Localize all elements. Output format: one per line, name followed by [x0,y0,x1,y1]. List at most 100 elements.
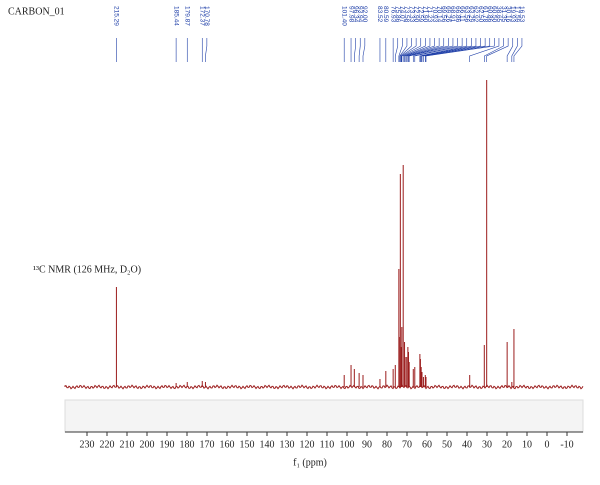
x-tick-label: 220 [100,439,115,450]
peak-label: 101.40 [340,6,347,26]
peak-label: 69.26 [445,6,452,23]
peak-label: 71.23 [426,6,433,23]
peak-connector [400,38,417,62]
peak-label: 71.90 [422,6,429,23]
peak-label: 75.86 [394,6,401,23]
peak-label: 83.52 [376,6,383,23]
peak-connector [354,38,356,62]
x-tick-label: 150 [240,439,255,450]
peak-label: 66.11 [458,6,465,22]
x-tick-label: 60 [422,439,432,450]
x-tick-label: 20 [502,439,512,450]
peak-connector [421,38,481,62]
peak-label: 73.58 [403,6,410,23]
peak-connector [404,38,431,62]
baseline-noise [64,384,584,390]
x-tick-label: 230 [80,439,95,450]
x-tick-label: 170 [200,439,215,450]
x-tick-label: 100 [340,439,355,450]
peak-label: 69.56 [440,6,447,23]
peak-label: 96.34 [352,6,359,23]
peak-label: 80.59 [382,6,389,23]
peak-label: 30.16 [504,6,511,23]
peak-label: 63.29 [468,6,475,23]
peak-label: 62.92 [472,6,479,23]
peak-label: 70.93 [431,6,438,23]
x-tick-label: 80 [382,439,392,450]
peak-label: 68.91 [449,6,456,23]
peak-connector [400,38,412,62]
peak-connector [423,38,486,62]
peak-label: 76.93 [389,6,396,23]
peak-label: 185.44 [172,6,179,26]
peak-connector [486,38,509,62]
peak-connector [420,38,477,62]
peak-connector [406,38,440,62]
peak-label: 60.50 [491,6,498,23]
peak-label: 92.00 [361,6,368,23]
peak-label: 19.93 [509,6,516,23]
peak-connector [362,38,366,62]
peak-label: 97.98 [347,6,354,23]
peak-connector [402,38,426,62]
peak-label: 38.65 [495,6,502,23]
annotation: ¹³C NMR (126 MHz, D₂O) [33,264,141,275]
x-tick-label: 160 [220,439,235,450]
peak-label: 72.90 [412,6,419,23]
peak-label: 63.56 [463,6,470,23]
peak-connector [483,38,504,62]
x-tick-label: 50 [442,439,452,450]
x-tick-label: 40 [462,439,472,450]
x-tick-label: 90 [362,439,372,450]
x-tick-label: 70 [402,439,412,450]
peak-label: 172.37 [199,6,206,26]
peak-connector [398,38,403,62]
peak-label: 93.94 [357,6,364,23]
peak-label: 60.86 [486,6,493,23]
peak-connector [358,38,361,62]
x-tick-label: 110 [320,439,335,450]
peak-label: 17.59 [514,6,521,23]
peak-label: 61.78 [481,6,488,23]
peak-connector [404,38,435,62]
x-tick-label: 0 [545,439,550,450]
peak-connector [408,38,454,62]
chart-title: CARBON_01 [8,6,65,17]
peak-connector [407,38,445,62]
peak-label: 215.29 [113,6,120,26]
x-tick-label: 210 [120,439,135,450]
peak-connector [419,38,468,62]
x-tick-label: 130 [280,439,295,450]
x-tick-label: 30 [482,439,492,450]
peak-connector [412,38,458,62]
peak-connector [205,38,208,62]
peak-connector [401,38,422,62]
x-tick-label: 180 [180,439,195,450]
peak-connector [511,38,518,62]
peak-connector [513,38,523,62]
peak-connector [424,38,491,62]
peak-label: 16.53 [518,6,525,23]
peak-label: 31.35 [500,6,507,23]
peak-connector [394,38,399,62]
peak-connector [399,38,408,62]
peak-connector [425,38,495,62]
x-tick-label: 200 [140,439,155,450]
x-tick-label: 10 [522,439,532,450]
peak-label: 179.87 [184,6,191,26]
peak-label: 73.33 [408,6,415,23]
x-tick-label: 190 [160,439,175,450]
x-tick-label: -10 [560,439,573,450]
peak-label: 70.14 [435,6,442,23]
x-tick-label: 140 [260,439,275,450]
peak-label: 170.78 [203,6,210,26]
peak-connector [420,38,472,62]
peak-label: 72.59 [417,6,424,23]
peak-connector [414,38,463,62]
peak-label: 62.50 [477,6,484,23]
peak-label: 74.07 [399,6,406,23]
peak-connector [506,38,514,62]
x-axis-label: f₁ (ppm) [293,457,327,468]
peak-label: 66.86 [454,6,461,23]
